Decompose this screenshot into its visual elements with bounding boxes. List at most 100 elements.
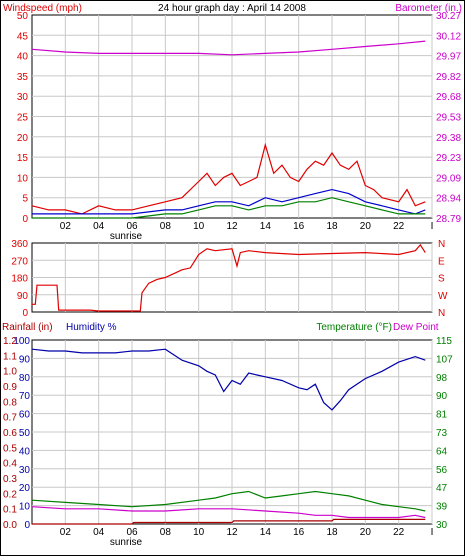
- series-line-wind_avg: [32, 197, 426, 219]
- y-tick-label-right: W: [438, 291, 448, 302]
- y-tick-label-left: 40: [19, 446, 31, 457]
- series-line-humidity: [31, 348, 426, 411]
- barometer-axis-title: Barometer (in.): [395, 3, 462, 14]
- y-tick-label-left: 60: [19, 410, 31, 421]
- y-tick-label-right: 29.53: [436, 113, 461, 124]
- y-tick-label-left: 70: [19, 391, 31, 402]
- series-line-gust_avg: [32, 188, 426, 215]
- y-tick-label-left: 50: [17, 11, 29, 22]
- x-tick-label: 06: [126, 527, 138, 538]
- y-tick-label-rainfall: 0.8: [3, 397, 17, 408]
- y-tick-label-left: 5: [22, 194, 28, 205]
- y-tick-label-rainfall: 1.1: [3, 351, 17, 362]
- y-tick-label-left: 0: [22, 308, 28, 319]
- series-line-direction: [32, 243, 426, 312]
- y-tick-label-rainfall: 0.6: [3, 428, 17, 439]
- y-tick-label-left: 20: [17, 133, 29, 144]
- y-tick-label-rainfall: 0.0: [3, 520, 17, 531]
- y-tick-label-rainfall: 0.1: [3, 505, 17, 516]
- x-tick-label: I: [431, 221, 434, 232]
- x-tick-label: 10: [193, 527, 205, 538]
- y-tick-label-right: 56: [436, 465, 448, 476]
- y-tick-label-right: 39: [436, 502, 448, 513]
- y-tick-label-right: 28.79: [436, 214, 461, 225]
- sunrise-label: sunrise: [110, 537, 143, 548]
- temperature-axis-title: Temperature (°F): [316, 322, 392, 333]
- y-tick-label-left: 80: [19, 373, 31, 384]
- x-tick-label: 14: [260, 221, 272, 232]
- humidity-axis-title: Humidity %: [66, 322, 117, 333]
- y-tick-label-rainfall: 0.9: [3, 382, 17, 393]
- y-tick-label-right: 29.68: [436, 92, 461, 103]
- y-tick-label-right: 30: [436, 520, 448, 531]
- x-tick-label: 12: [226, 221, 238, 232]
- rainfall-axis-title: Rainfall (in): [2, 322, 53, 333]
- x-tick-label: 08: [160, 221, 172, 232]
- y-tick-label-right: 29.09: [436, 173, 461, 184]
- series-line-rainfall: [32, 518, 426, 525]
- y-tick-label-right: 29.23: [436, 153, 461, 164]
- y-tick-label-left: 45: [17, 31, 29, 42]
- dewpoint-axis-title: Dew Point: [393, 322, 439, 333]
- y-tick-label-left: 25: [17, 113, 29, 124]
- x-tick-label: I: [431, 527, 434, 538]
- x-tick-label: 16: [293, 221, 305, 232]
- y-tick-label-rainfall: 0.2: [3, 489, 17, 500]
- y-tick-label-right: 98: [436, 373, 448, 384]
- x-tick-label: 18: [326, 221, 338, 232]
- y-tick-label-right: E: [438, 256, 445, 267]
- y-tick-label-left: 270: [11, 256, 28, 267]
- y-tick-label-left: 180: [11, 274, 28, 285]
- sunrise-label: sunrise: [110, 231, 143, 242]
- x-tick-label: 08: [160, 527, 172, 538]
- y-tick-label-left: 15: [17, 153, 29, 164]
- y-tick-label-rainfall: 0.4: [3, 459, 17, 470]
- y-tick-label-left: 0: [22, 214, 28, 225]
- y-tick-label-left: 10: [17, 173, 29, 184]
- y-tick-label-left: 10: [19, 502, 31, 513]
- x-tick-label: 22: [393, 527, 405, 538]
- x-tick-label: 12: [226, 527, 238, 538]
- y-tick-label-left: 90: [17, 291, 29, 302]
- x-tick-label: 16: [293, 527, 305, 538]
- y-tick-label-left: 360: [11, 239, 28, 250]
- y-tick-label-right: N: [438, 308, 445, 319]
- x-tick-label: 02: [60, 221, 72, 232]
- y-tick-label-left: 0: [24, 520, 30, 531]
- y-tick-label-right: N: [438, 239, 445, 250]
- series-line-temperature: [31, 490, 426, 512]
- x-tick-label: 04: [93, 527, 105, 538]
- y-tick-label-left: 90: [19, 354, 31, 365]
- x-tick-label: 22: [393, 221, 405, 232]
- y-tick-label-rainfall: 1.2: [3, 336, 17, 347]
- y-tick-label-rainfall: 0.7: [3, 413, 17, 424]
- y-tick-label-left: 50: [19, 428, 31, 439]
- x-tick-label: 02: [60, 527, 72, 538]
- y-tick-label-left: 40: [17, 52, 29, 63]
- chart-title: 24 hour graph day : April 14 2008: [158, 3, 306, 14]
- y-tick-label-left: 20: [19, 483, 31, 494]
- y-tick-label-right: 29.38: [436, 133, 461, 144]
- y-tick-label-right: 30.27: [436, 11, 461, 22]
- y-tick-label-left: 30: [17, 92, 29, 103]
- y-tick-label-left: 35: [17, 72, 29, 83]
- x-tick-label: 20: [360, 221, 372, 232]
- y-tick-label-right: 30.12: [436, 31, 461, 42]
- series-line-wind: [31, 142, 426, 215]
- series-line-barometer: [31, 40, 426, 56]
- x-tick-label: 14: [260, 527, 272, 538]
- y-tick-label-right: 28.94: [436, 194, 461, 205]
- windspeed-axis-title: Windspeed (mph): [3, 3, 82, 14]
- x-tick-label: 10: [193, 221, 205, 232]
- x-tick-label: 20: [360, 527, 372, 538]
- series-line-dewpoint: [31, 506, 426, 519]
- y-tick-label-rainfall: 0.3: [3, 474, 17, 485]
- y-tick-label-right: 29.97: [436, 52, 461, 63]
- y-tick-label-right: 47: [436, 483, 448, 494]
- y-tick-label-rainfall: 0.5: [3, 443, 17, 454]
- y-tick-label-left: 100: [13, 336, 30, 347]
- y-tick-label-right: 107: [436, 354, 453, 365]
- y-tick-label-right: 73: [436, 428, 448, 439]
- y-tick-label-right: 64: [436, 446, 448, 457]
